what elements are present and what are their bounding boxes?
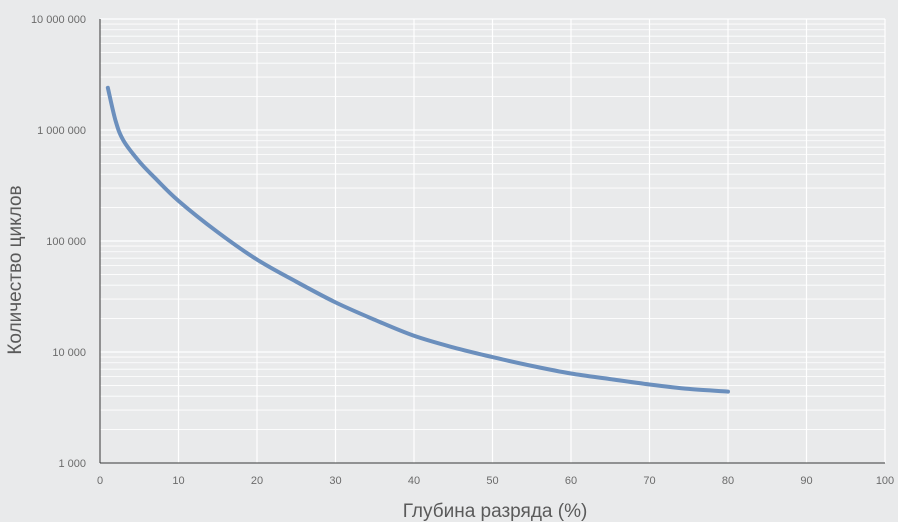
y-tick-label: 1 000 (58, 458, 86, 470)
x-tick-label: 10 (172, 475, 184, 487)
x-tick-label: 100 (876, 475, 894, 487)
x-axis-title: Глубина разряда (%) (403, 501, 588, 522)
x-tick-label: 90 (800, 475, 812, 487)
x-tick-labels: 0 10 20 30 40 50 60 70 80 90 100 (97, 475, 894, 487)
y-tick-labels: 1 000 10 000 100 000 1 000 000 10 000 000 (31, 14, 86, 470)
axes (99, 19, 885, 464)
x-tick-label: 0 (97, 475, 103, 487)
x-tick-label: 50 (486, 475, 498, 487)
x-tick-label: 40 (408, 475, 420, 487)
series-line (105, 85, 730, 394)
x-tick-label: 30 (329, 475, 341, 487)
x-tick-label: 20 (251, 475, 263, 487)
y-tick-label: 10 000 000 (31, 14, 86, 26)
y-tick-label: 100 000 (46, 236, 86, 248)
x-tick-label: 80 (722, 475, 734, 487)
grid (99, 18, 886, 464)
y-tick-label: 10 000 (52, 347, 86, 359)
y-tick-label: 1 000 000 (37, 125, 86, 137)
series-group (105, 85, 730, 394)
y-axis-title: Количество циклов (5, 185, 26, 354)
x-tick-label: 60 (565, 475, 577, 487)
x-tick-label: 70 (643, 475, 655, 487)
